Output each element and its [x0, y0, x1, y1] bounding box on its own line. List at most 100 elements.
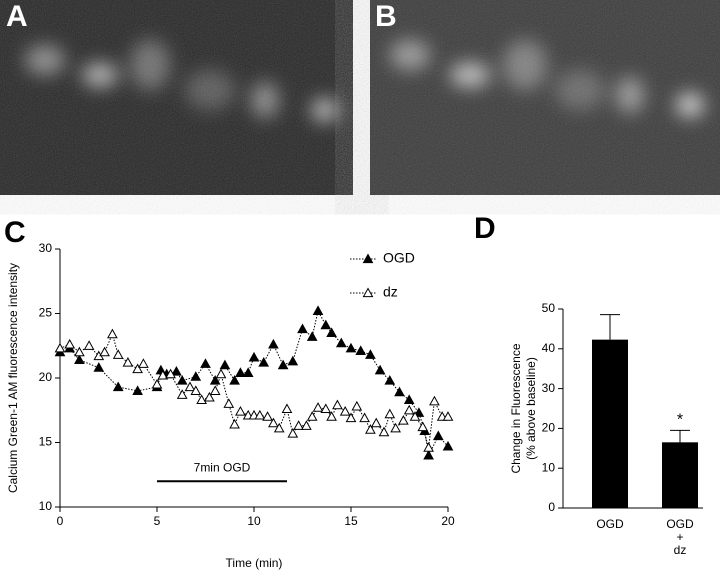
point	[215, 368, 227, 379]
point	[287, 427, 299, 438]
point	[355, 345, 367, 356]
point	[306, 331, 318, 341]
point	[122, 356, 134, 367]
point	[151, 378, 163, 389]
point	[176, 389, 188, 399]
x-tick-label: 15	[344, 514, 358, 528]
x-tick-label: OGD	[596, 517, 624, 531]
point	[273, 422, 285, 433]
point	[242, 367, 254, 377]
point	[93, 362, 105, 372]
point	[351, 400, 363, 411]
y-tick-label: 10	[542, 460, 556, 474]
y-tick-label: 40	[542, 341, 556, 355]
point	[229, 418, 240, 429]
legend-label: OGD	[383, 250, 415, 266]
point	[365, 424, 376, 434]
point	[223, 398, 235, 408]
point	[165, 368, 176, 379]
point	[254, 409, 266, 420]
y-tick-label: 20	[39, 370, 53, 384]
point	[297, 323, 308, 334]
x-axis-label: Time (min)	[226, 556, 283, 570]
point	[345, 342, 357, 353]
y-tick-label: 15	[39, 435, 53, 449]
point	[184, 381, 196, 392]
point	[229, 375, 240, 385]
x-tick-label: dz	[674, 543, 687, 557]
panel-label: A	[6, 0, 28, 33]
point	[370, 417, 382, 428]
legend-marker	[362, 287, 374, 298]
significance-label: *	[677, 412, 683, 429]
point	[417, 421, 429, 432]
y-tick-label: 30	[542, 381, 556, 395]
y-axis-label: (% above baseline)	[524, 357, 538, 460]
x-tick-label: 5	[154, 514, 161, 528]
y-tick-label: 30	[39, 241, 53, 255]
point	[398, 415, 409, 425]
point	[345, 412, 357, 423]
legend-label: dz	[383, 284, 398, 300]
panel-label: C	[4, 216, 26, 249]
point	[171, 366, 182, 376]
bar	[592, 339, 628, 508]
x-tick-label: OGD	[666, 517, 694, 531]
point	[209, 385, 221, 395]
point	[312, 402, 324, 412]
point	[99, 346, 110, 357]
point	[112, 381, 124, 392]
point	[339, 406, 351, 416]
x-tick-label: +	[676, 530, 683, 544]
y-tick-label: 50	[542, 301, 556, 315]
point	[107, 328, 118, 339]
point	[268, 338, 279, 349]
panel-label: B	[375, 0, 397, 33]
point	[442, 411, 454, 421]
y-axis-label: Calcium Green-1 AM fluorescence intensit…	[6, 263, 20, 493]
panel-label: D	[474, 212, 496, 245]
point	[258, 356, 270, 367]
point	[335, 337, 347, 348]
point	[423, 442, 434, 452]
point	[378, 426, 390, 437]
point	[403, 394, 415, 405]
point	[209, 375, 221, 385]
micrograph-b	[370, 0, 720, 195]
point	[74, 346, 85, 357]
bar	[662, 442, 698, 508]
y-tick-label: 20	[542, 421, 556, 435]
point	[248, 351, 260, 362]
point	[219, 359, 231, 370]
point	[326, 411, 337, 421]
point	[112, 349, 124, 359]
point	[432, 430, 444, 441]
point	[384, 408, 396, 419]
point	[262, 411, 273, 421]
point	[190, 385, 202, 395]
point	[235, 406, 246, 416]
x-tick-label: 0	[57, 514, 64, 528]
x-tick-label: 10	[247, 514, 261, 528]
point	[374, 364, 386, 375]
error-bar	[670, 429, 690, 443]
point	[268, 417, 279, 428]
point	[235, 367, 246, 377]
point	[277, 359, 289, 370]
y-axis-label: Change in Fluorescence	[509, 343, 523, 473]
error-bar	[600, 314, 620, 340]
point	[320, 403, 332, 414]
point	[332, 399, 343, 410]
point	[74, 354, 85, 365]
point	[204, 391, 215, 402]
point	[312, 305, 324, 316]
point	[132, 385, 143, 395]
point	[138, 358, 149, 368]
point	[320, 319, 332, 330]
point	[394, 386, 405, 397]
point	[301, 420, 312, 430]
point	[423, 449, 434, 460]
y-tick-label: 0	[548, 500, 555, 514]
point	[384, 375, 396, 385]
